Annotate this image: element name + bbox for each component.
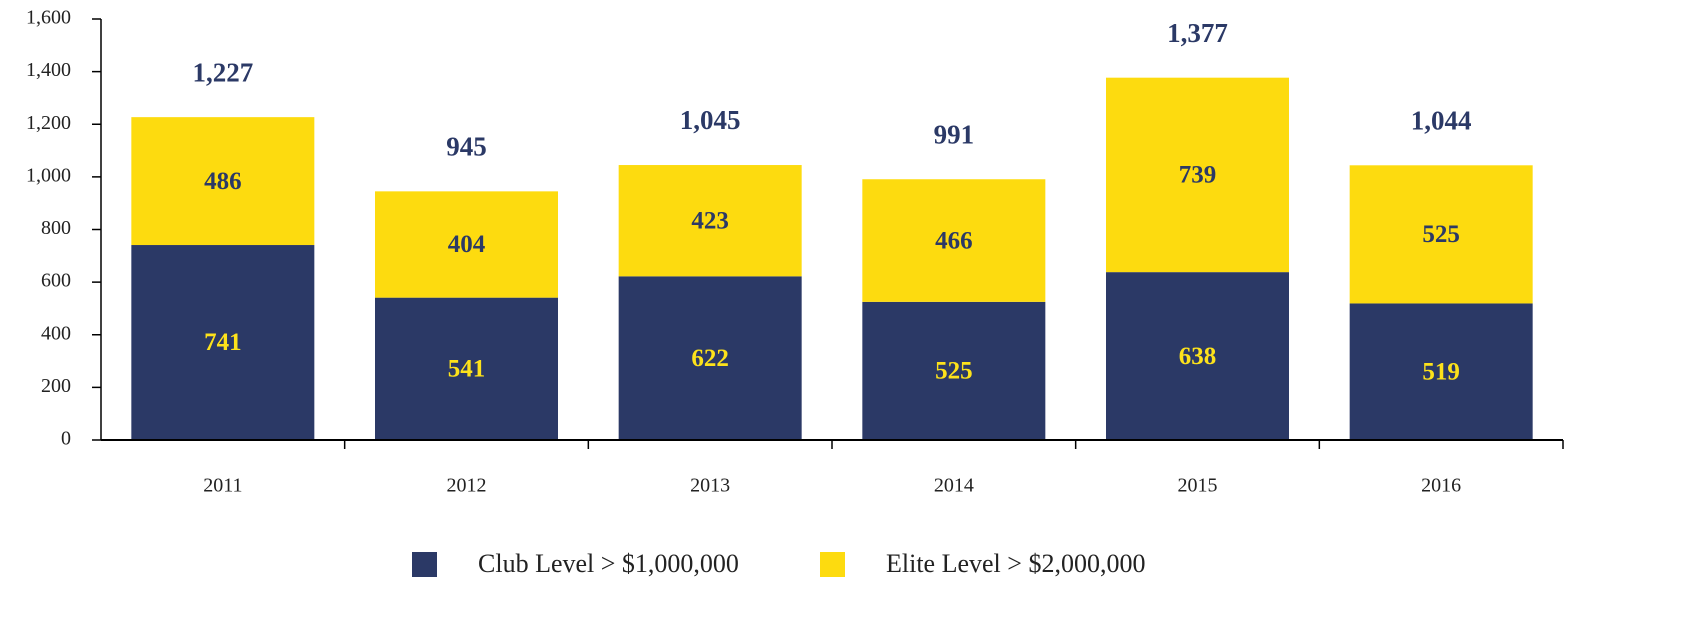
segment-label: 423 bbox=[691, 207, 729, 234]
x-tick-label: 2016 bbox=[1421, 475, 1461, 497]
bar-segment bbox=[862, 301, 1046, 440]
legend-label: Elite Level > $2,000,000 bbox=[886, 549, 1145, 578]
y-tick-label: 1,600 bbox=[26, 7, 71, 29]
x-tick-label: 2015 bbox=[1178, 475, 1218, 497]
legend-swatch bbox=[820, 552, 845, 577]
y-tick-label: 0 bbox=[61, 428, 71, 450]
segment-label: 466 bbox=[935, 227, 973, 254]
y-tick-label: 600 bbox=[41, 270, 71, 292]
bar-segment bbox=[375, 297, 558, 440]
x-tick-label: 2014 bbox=[934, 475, 974, 497]
total-label: 1,045 bbox=[680, 105, 741, 135]
y-tick-label: 800 bbox=[41, 217, 71, 239]
bar-segment bbox=[618, 165, 802, 277]
total-label: 1,044 bbox=[1411, 106, 1472, 136]
total-label: 945 bbox=[446, 132, 487, 162]
bar-segment bbox=[1349, 303, 1533, 440]
y-tick-label: 1,000 bbox=[26, 164, 71, 186]
y-tick-label: 1,400 bbox=[26, 59, 71, 81]
segment-label: 404 bbox=[448, 231, 486, 258]
bar-segment bbox=[375, 191, 558, 298]
bar-segment bbox=[131, 117, 315, 246]
y-tick-label: 200 bbox=[41, 375, 71, 397]
segment-label: 739 bbox=[1179, 162, 1217, 189]
segment-label: 638 bbox=[1179, 343, 1217, 370]
y-tick-label: 1,200 bbox=[26, 112, 71, 134]
bar-segment bbox=[1106, 272, 1289, 440]
total-label: 1,227 bbox=[192, 57, 253, 87]
total-label: 1,377 bbox=[1167, 18, 1228, 48]
segment-label: 541 bbox=[448, 356, 486, 383]
segment-label: 525 bbox=[935, 358, 973, 385]
bar-segment bbox=[1106, 77, 1289, 273]
segment-label: 622 bbox=[691, 345, 729, 372]
legend-swatch bbox=[412, 552, 437, 577]
bar-segment bbox=[862, 179, 1046, 302]
x-tick-label: 2011 bbox=[203, 475, 242, 497]
segment-label: 741 bbox=[204, 329, 242, 356]
segment-label: 519 bbox=[1422, 358, 1460, 385]
bar-segment bbox=[1349, 165, 1533, 304]
total-label: 991 bbox=[934, 119, 975, 149]
segment-label: 486 bbox=[204, 168, 242, 195]
y-tick-label: 400 bbox=[41, 322, 71, 344]
bar-segment bbox=[618, 276, 802, 440]
bar-segment bbox=[131, 245, 315, 440]
segment-label: 525 bbox=[1422, 221, 1460, 248]
x-tick-label: 2012 bbox=[447, 475, 487, 497]
x-tick-label: 2013 bbox=[690, 475, 730, 497]
legend-label: Club Level > $1,000,000 bbox=[478, 549, 739, 578]
